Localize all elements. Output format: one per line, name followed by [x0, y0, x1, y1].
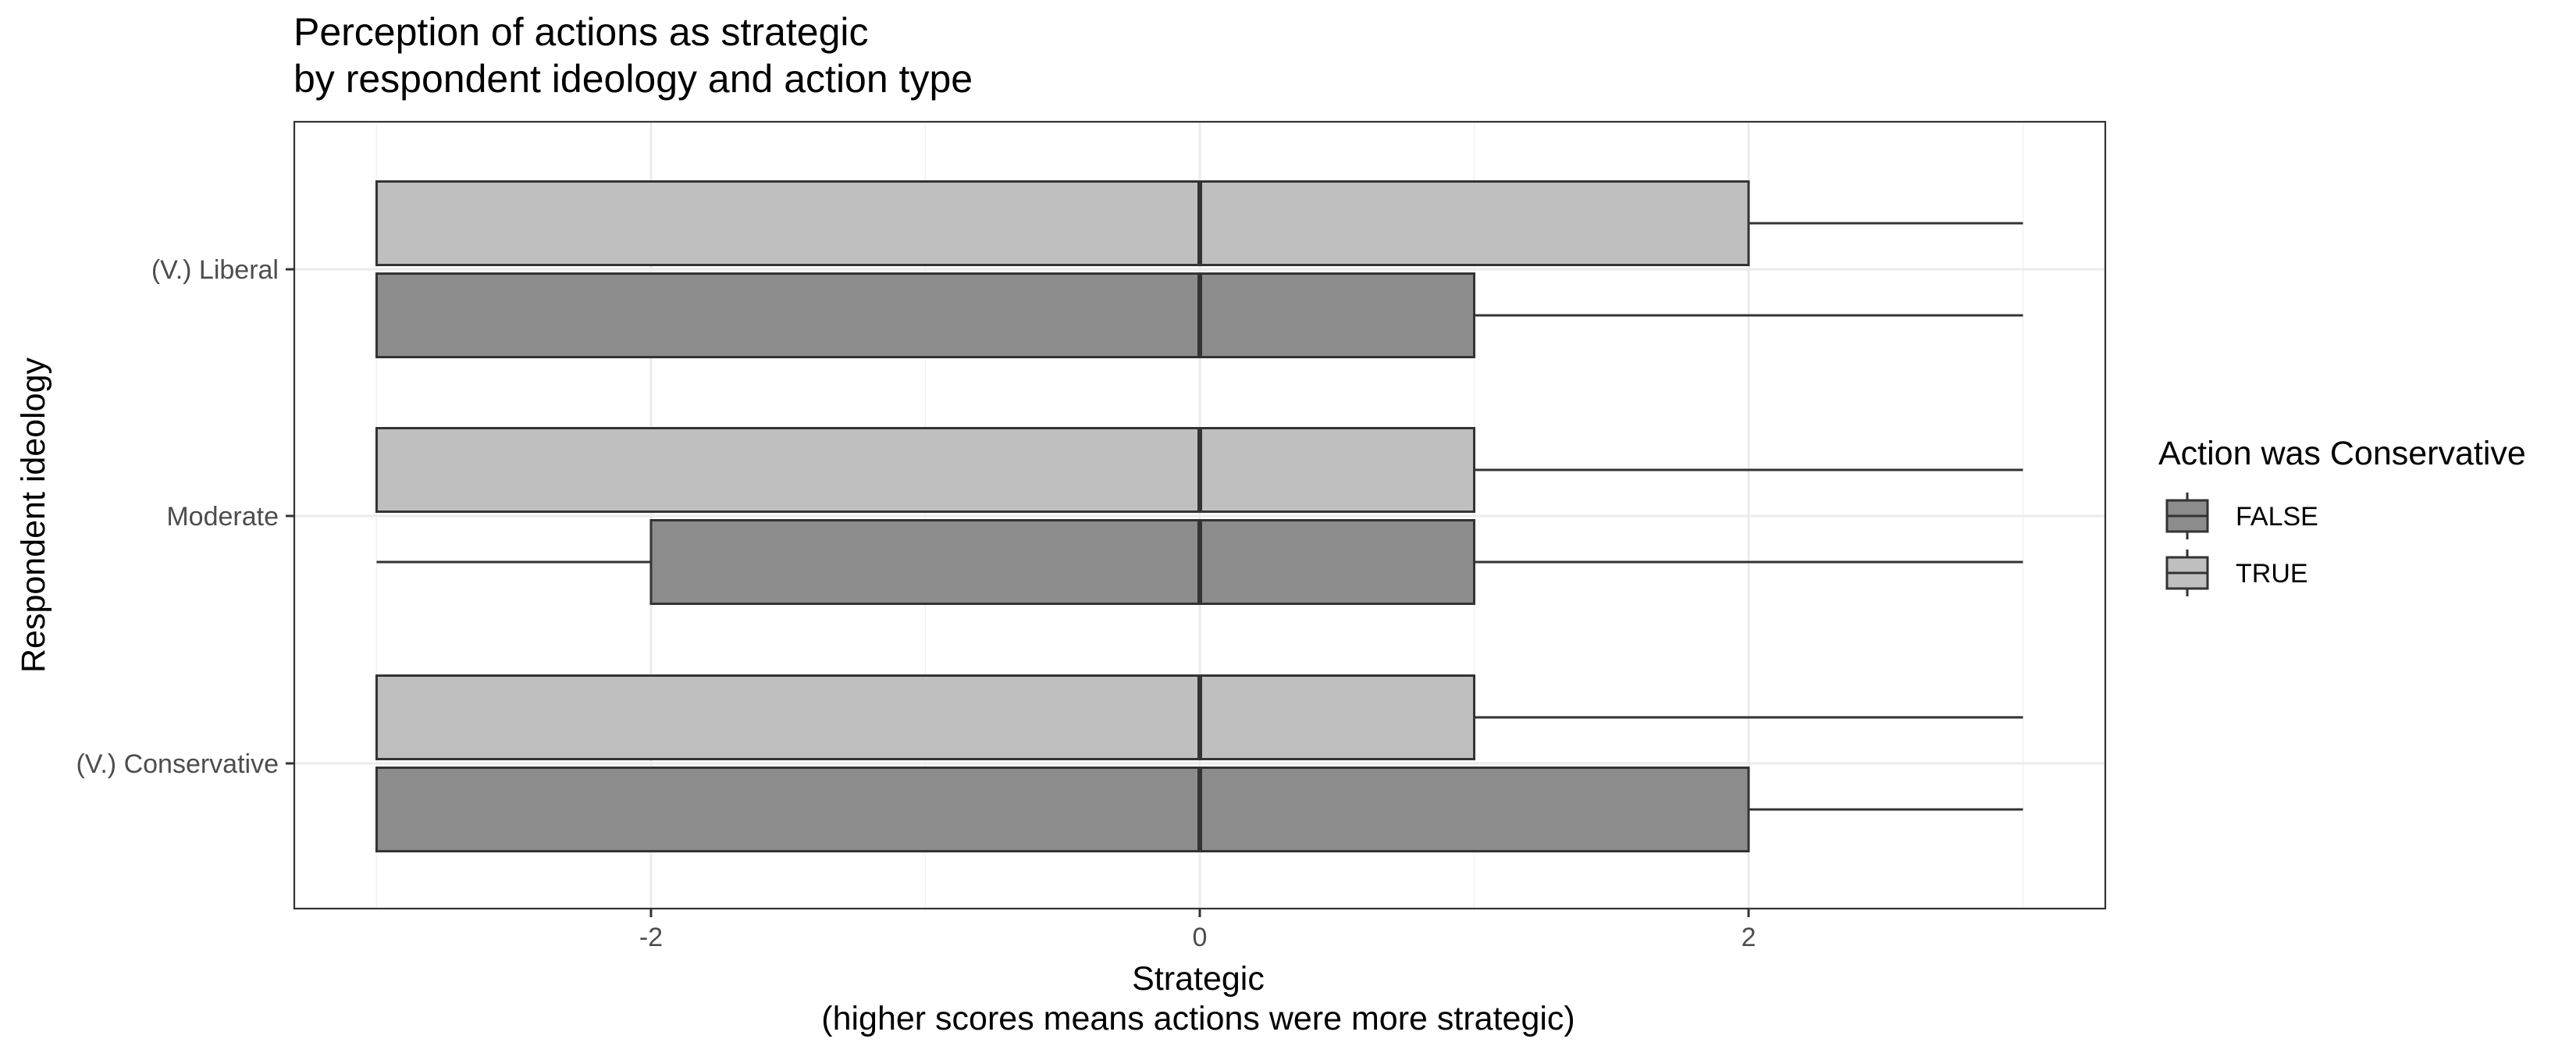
y-tick-label: (V.) Liberal [151, 255, 279, 285]
box [649, 519, 1476, 605]
legend-title: Action was Conservative [2158, 435, 2526, 472]
box [375, 427, 1476, 513]
legend: Action was Conservative FALSE TRUE [2158, 435, 2526, 596]
x-tick-label: 0 [1193, 923, 1208, 952]
y-axis-title: Respondent ideology [15, 357, 52, 673]
y-tick-label: (V.) Conservative [76, 749, 279, 779]
box [375, 767, 1750, 852]
x-tick-label: 2 [1742, 923, 1756, 952]
box [375, 180, 1750, 266]
chart-title-line-2: by respondent ideology and action type [294, 57, 973, 101]
legend-label: TRUE [2236, 559, 2308, 589]
x-axis-title-line-2: (higher scores means actions were more s… [821, 1000, 1574, 1037]
y-tick-label: Moderate [166, 502, 279, 532]
y-axis: (V.) Liberal Moderate (V.) Conservative [76, 255, 294, 779]
chart-title-line-1: Perception of actions as strategic [294, 10, 869, 54]
x-axis: -2 0 2 [639, 909, 1756, 952]
box [375, 272, 1476, 358]
x-axis-title-line-1: Strategic [1132, 960, 1265, 998]
box [375, 674, 1476, 760]
x-tick-label: -2 [639, 923, 663, 952]
box-plots [375, 180, 2023, 852]
legend-label: FALSE [2236, 502, 2318, 532]
